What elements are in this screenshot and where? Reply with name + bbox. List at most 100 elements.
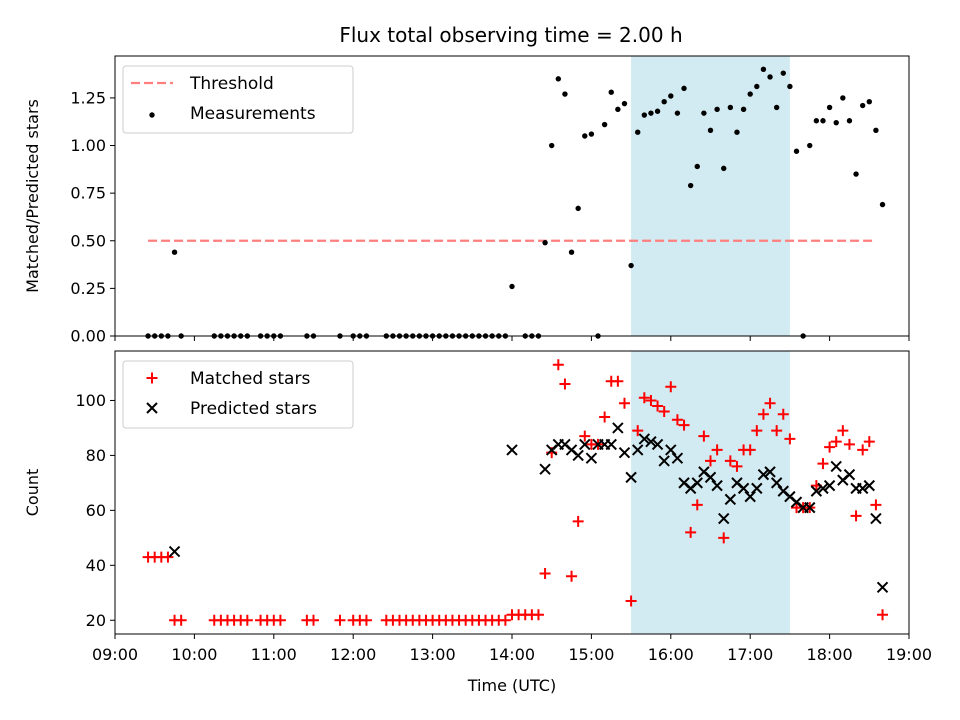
matched-stars-point xyxy=(334,614,346,626)
matched-stars-point xyxy=(678,419,690,431)
measurement-point xyxy=(694,163,700,170)
predicted-stars-point xyxy=(612,422,624,434)
measurement-point xyxy=(681,85,687,92)
bottom-axes-frame xyxy=(114,350,910,635)
matched-stars-point xyxy=(784,433,796,445)
measurement-point xyxy=(879,201,886,208)
measurement-point xyxy=(549,142,555,149)
measurement-point xyxy=(846,118,853,124)
matched-stars-point xyxy=(638,392,650,404)
measurement-point xyxy=(509,283,515,290)
matched-stars-point xyxy=(711,444,723,456)
measurement-point xyxy=(654,108,661,114)
matched-stars-point xyxy=(175,614,187,626)
measurement-point xyxy=(840,95,846,101)
top-y-axis-label: Matched/Predicted stars xyxy=(23,99,42,293)
measurement-point xyxy=(820,118,826,124)
top-y-tick-label: 0.00 xyxy=(70,327,106,346)
x-tick-label: 16:00 xyxy=(648,645,694,664)
predicted-stars-point xyxy=(744,490,756,503)
matched-stars-point xyxy=(552,359,564,371)
predicted-stars-point xyxy=(605,438,617,451)
measurement-point xyxy=(813,118,820,124)
predicted-stars-point xyxy=(572,449,584,462)
predicted-stars-point xyxy=(724,493,737,506)
measurement-point xyxy=(635,129,641,135)
matched-stars-point xyxy=(665,381,677,393)
matched-stars-point xyxy=(744,444,756,456)
measurement-point xyxy=(727,104,734,111)
measurement-point xyxy=(787,83,793,90)
matched-stars-point xyxy=(877,609,889,621)
matched-stars-point xyxy=(618,397,630,409)
matched-stars-point xyxy=(658,405,670,417)
legend-predicted-stars-swatch xyxy=(146,402,158,414)
top-y-tick-label: 1.00 xyxy=(70,136,106,155)
x-axis-label: Time (UTC) xyxy=(467,676,556,695)
measurement-point xyxy=(707,127,714,133)
matched-stars-point xyxy=(360,614,372,626)
legend-entry-label: Predicted stars xyxy=(190,399,317,419)
predicted-stars-point xyxy=(651,438,664,451)
matched-stars-point xyxy=(771,425,783,437)
top-observing-window-span xyxy=(631,56,790,336)
predicted-stars-point xyxy=(711,479,723,492)
top-panel-measurements-ratio: 0.00 0.25 0.50 0.75 1.00 1.25 Threshold Measure… xyxy=(70,55,910,346)
predicted-stars-point xyxy=(704,471,717,484)
bottom-y-tick-label: 20 xyxy=(86,611,106,630)
matched-stars-point xyxy=(824,441,836,453)
predicted-stars-point xyxy=(658,455,670,467)
top-axes-frame xyxy=(114,55,910,337)
measurement-point xyxy=(734,129,740,135)
matched-stars-point xyxy=(764,397,776,409)
measurement-point xyxy=(767,74,773,80)
matched-stars-point xyxy=(830,436,842,448)
bottom-y-tick-label: 100 xyxy=(75,391,106,410)
top-legend-box xyxy=(122,65,354,134)
matched-stars-point xyxy=(724,455,736,467)
x-tick-label: 13:00 xyxy=(410,645,456,664)
predicted-stars-point xyxy=(691,477,703,489)
bottom-y-tick-label: 80 xyxy=(86,446,106,465)
matched-stars-point xyxy=(718,532,730,544)
predicted-stars-point xyxy=(539,463,551,475)
measurement-point xyxy=(171,249,178,255)
measurement-point xyxy=(575,205,581,212)
matched-stars-point xyxy=(731,460,743,472)
predicted-stars-point xyxy=(665,444,677,456)
predicted-stars-point xyxy=(823,479,836,492)
matched-stars-point xyxy=(308,614,319,626)
measurement-point xyxy=(687,182,694,189)
measurement-point xyxy=(747,91,753,97)
predicted-stars-point xyxy=(645,435,657,448)
measurement-point xyxy=(661,99,667,105)
predicted-stars-point xyxy=(830,460,842,473)
matched-stars-point xyxy=(652,400,664,412)
predicted-stars-point xyxy=(168,545,181,558)
predicted-stars-point xyxy=(718,512,730,525)
matched-stars-point xyxy=(698,430,710,442)
x-tick-label: 15:00 xyxy=(568,645,614,664)
matched-stars-point xyxy=(566,570,578,582)
predicted-stars-point xyxy=(579,438,591,451)
predicted-stars-point xyxy=(764,466,776,478)
bottom-y-tick-label: 60 xyxy=(86,501,106,520)
x-tick-label: 18:00 xyxy=(807,645,853,664)
measurement-point xyxy=(648,110,654,116)
predicted-stars-point xyxy=(810,485,823,497)
bottom-panel-star-counts: 20 40 60 80 100 09:00 10:00 11:00 12:00 13:00 14:0… xyxy=(75,350,932,664)
matched-stars-point xyxy=(579,430,591,442)
matched-stars-point xyxy=(671,414,683,426)
matched-stars-point xyxy=(625,595,637,607)
matched-stars-point xyxy=(599,411,611,423)
bottom-y-axis-label: Count xyxy=(23,469,42,517)
measurement-point xyxy=(562,91,568,97)
legend-measurements-swatch xyxy=(149,112,155,118)
matched-stars-point xyxy=(612,375,624,387)
measurement-point xyxy=(628,262,634,269)
matched-stars-point xyxy=(850,510,862,522)
measurement-point xyxy=(615,106,621,113)
predicted-stars-point xyxy=(632,444,644,456)
measurement-point xyxy=(601,121,608,128)
